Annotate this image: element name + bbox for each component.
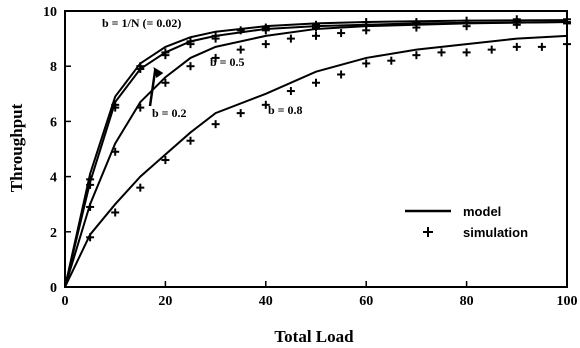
simulation-point-1: [161, 51, 170, 60]
model-line-0: [64, 19, 568, 288]
simulation-point-3: [186, 136, 195, 145]
simulation-point-2: [362, 26, 371, 35]
simulation-point-3: [261, 100, 270, 109]
simulation-point-2: [186, 62, 195, 71]
axis-ticks: 0 20 40 60 80 100 0 2 4 6 8 10: [43, 5, 578, 309]
simulation-point-2: [312, 31, 320, 40]
x-tick-label: 40: [259, 294, 273, 309]
x-axis-label: Total Load: [274, 327, 354, 346]
simulation-point-2: [512, 20, 521, 29]
simulation-point-3: [387, 56, 396, 65]
simulation-point-1: [186, 40, 195, 49]
simulation-point-2: [412, 23, 421, 32]
simulation-point-3: [161, 156, 170, 165]
simulation-point-3: [111, 208, 120, 217]
model-line-2: [64, 21, 568, 288]
x-tick-label: 100: [557, 294, 578, 309]
simulation-point-2: [211, 53, 220, 62]
simulation-point-1: [312, 23, 320, 32]
x-tick-label: 80: [460, 294, 474, 309]
simulation-point-2: [236, 45, 245, 54]
simulation-point-3: [563, 40, 571, 49]
simulation-point-3: [211, 120, 220, 129]
legend-label-model: model: [463, 204, 501, 219]
legend-plus-icon: [423, 227, 433, 237]
simulation-point-3: [286, 87, 295, 96]
simulation-point-3: [337, 70, 346, 79]
simulation-point-2: [563, 19, 571, 28]
simulation-point-3: [437, 48, 446, 57]
simulation-point-3: [537, 42, 546, 51]
simulation-point-2: [86, 202, 95, 211]
annotation-label: b = 0.2: [152, 106, 187, 120]
simulation-point-1: [261, 26, 270, 35]
annotation-arrow-head: [153, 66, 164, 78]
simulation-point-1: [211, 34, 220, 43]
legend: model simulation: [405, 204, 528, 240]
simulation-point-2: [286, 34, 295, 43]
x-tick-label: 0: [62, 294, 69, 309]
model-line-1: [64, 21, 568, 288]
simulation-point-2: [111, 147, 120, 156]
y-axis-label: Throughput: [7, 103, 26, 192]
annotation-arrow: [148, 68, 157, 107]
simulation-point-1: [136, 64, 145, 73]
annotation-label: b = 0.5: [210, 55, 245, 69]
simulation-point-3: [86, 233, 95, 242]
model-line-3: [64, 34, 568, 288]
annotation-label: b = 0.8: [268, 103, 303, 117]
simulation-point-2: [136, 103, 145, 112]
simulation-point-2: [261, 40, 270, 49]
simulation-point-3: [136, 183, 145, 192]
simulation-point-2: [337, 29, 346, 38]
simulation-point-0: [236, 26, 245, 35]
simulation-point-1: [86, 180, 95, 189]
x-tick-label: 60: [359, 294, 373, 309]
simulation-point-1: [111, 103, 120, 112]
series-annotations: b = 1/N (= 0.02) b = 0.2 b = 0.5 b = 0.8: [102, 16, 303, 120]
y-tick-label: 2: [50, 226, 57, 241]
y-tick-label: 4: [50, 171, 57, 186]
simulation-point-3: [412, 51, 421, 60]
y-tick-label: 0: [50, 281, 57, 296]
simulation-point-3: [236, 109, 245, 118]
simulation-point-2: [462, 22, 471, 31]
simulation-point-3: [312, 78, 320, 87]
simulation-point-2: [161, 78, 170, 87]
plot-border: [64, 10, 568, 288]
simulation-markers: [86, 15, 571, 242]
legend-label-simulation: simulation: [463, 225, 528, 240]
simulation-point-3: [512, 42, 521, 51]
annotation-label: b = 1/N (= 0.02): [102, 16, 181, 30]
x-tick-label: 20: [158, 294, 172, 309]
model-lines: [64, 19, 568, 288]
simulation-point-3: [462, 48, 471, 57]
simulation-point-3: [487, 45, 496, 54]
y-tick-label: 10: [43, 5, 57, 20]
simulation-point-3: [362, 59, 371, 68]
plot-area: [64, 10, 568, 288]
y-tick-label: 6: [50, 115, 57, 130]
y-tick-label: 8: [50, 60, 57, 75]
